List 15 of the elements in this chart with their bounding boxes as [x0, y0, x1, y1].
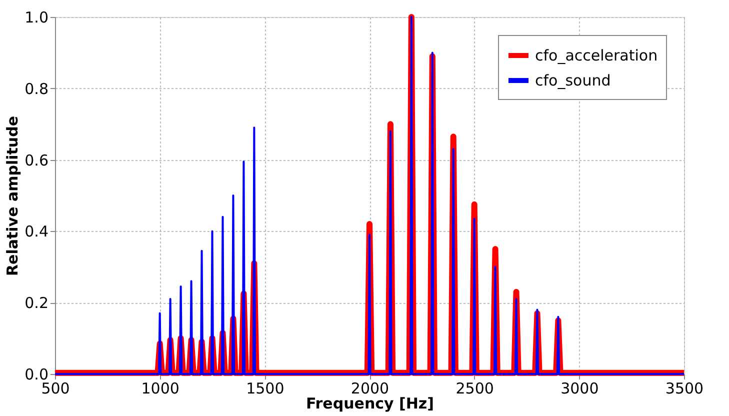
y-tick-label: 0.8 — [24, 80, 48, 98]
legend-label: cfo_acceleration — [535, 46, 658, 64]
x-tick-label: 1500 — [246, 380, 284, 398]
x-tick-label: 3500 — [665, 380, 704, 398]
y-tick-label: 0.4 — [24, 222, 48, 241]
x-tick-label: 2500 — [456, 380, 494, 398]
x-tick-label: 1000 — [141, 380, 180, 398]
x-tick-label: 2000 — [350, 380, 390, 398]
y-tick-label: 0.6 — [24, 151, 48, 170]
y-axis-title: Relative amplitude — [4, 116, 22, 276]
y-tick-label: 0.2 — [24, 294, 48, 312]
y-tick-label: 1.0 — [24, 8, 48, 26]
x-tick-label: 3000 — [560, 380, 599, 398]
x-axis-title: Frequency [Hz] — [306, 394, 434, 412]
legend-label: cfo_sound — [535, 72, 611, 90]
